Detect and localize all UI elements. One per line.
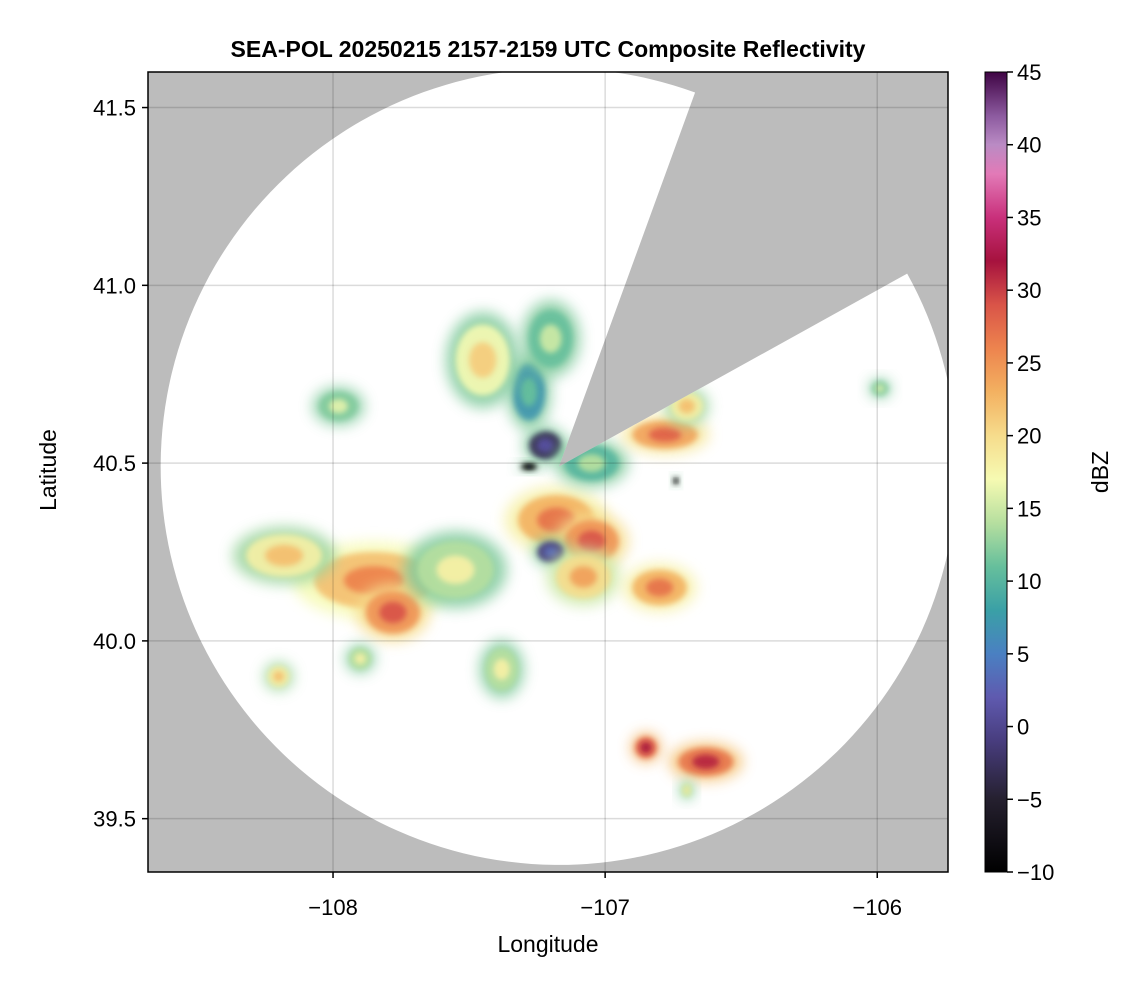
x-tick-label: −106: [852, 895, 902, 920]
colorbar-tick-label: −10: [1017, 860, 1054, 885]
x-axis-label: Longitude: [497, 931, 598, 957]
colorbar-tick-label: 10: [1017, 569, 1041, 594]
echo-cell: [445, 312, 520, 408]
x-axis-ticks: −108 −107 −106: [308, 872, 902, 920]
plot-frame: [147, 71, 949, 873]
chart-title: SEA-POL 20250215 2157-2159 UTC Composite…: [231, 36, 866, 62]
echo-cell: [868, 378, 891, 399]
echo-cell: [523, 426, 568, 465]
echo-cell: [312, 387, 365, 426]
colorbar-tick-label: 25: [1017, 351, 1041, 376]
y-tick-label: 41.5: [93, 96, 136, 121]
plot-area: [148, 72, 948, 872]
colorbar-tick-label: 40: [1017, 133, 1041, 158]
echo-cell: [479, 640, 524, 699]
y-tick-label: 41.0: [93, 273, 136, 298]
colorbar-label: dBZ: [1087, 451, 1113, 493]
echo-cell: [620, 415, 710, 454]
colorbar-tick-label: −5: [1017, 787, 1042, 812]
echo-cell: [504, 486, 608, 554]
echo-cell: [622, 563, 697, 612]
echo-cell: [679, 780, 695, 800]
echo-cell: [669, 742, 743, 781]
y-axis-ticks: 39.5 40.0 40.5 41.0 41.5: [93, 96, 148, 832]
grid-lines: [148, 72, 948, 872]
y-axis-label: Latitude: [35, 429, 61, 511]
y-tick-label: 39.5: [93, 807, 136, 832]
reflectivity-echoes: [232, 300, 891, 800]
colorbar: −10 −5 0 5 10 15 20 25 30 35 40 45 dBZ: [984, 60, 1113, 885]
echo-cell: [263, 662, 294, 691]
echo-cell: [631, 733, 661, 762]
colorbar-tick-label: 5: [1017, 642, 1029, 667]
colorbar-tick-label: 30: [1017, 278, 1041, 303]
echo-cell: [546, 548, 621, 606]
echo-cell: [356, 583, 430, 642]
echo-cell: [232, 526, 336, 585]
colorbar-frame: [984, 71, 1008, 873]
colorbar-ticks: −10 −5 0 5 10 15 20 25 30 35 40 45: [1007, 60, 1054, 885]
colorbar-tick-label: 35: [1017, 205, 1041, 230]
echo-cell: [672, 476, 680, 486]
y-tick-label: 40.0: [93, 629, 136, 654]
colorbar-tick-label: 45: [1017, 60, 1041, 85]
colorbar-scale: [985, 72, 1007, 872]
echo-cell: [521, 300, 581, 378]
echo-cell: [404, 531, 507, 609]
echo-cell: [345, 644, 375, 674]
colorbar-tick-label: 20: [1017, 424, 1041, 449]
echo-cell: [517, 461, 540, 472]
colorbar-tick-label: 0: [1017, 715, 1029, 740]
x-tick-label: −108: [308, 895, 358, 920]
colorbar-tick-label: 15: [1017, 496, 1041, 521]
x-tick-label: −107: [580, 895, 630, 920]
y-tick-label: 40.5: [93, 451, 136, 476]
